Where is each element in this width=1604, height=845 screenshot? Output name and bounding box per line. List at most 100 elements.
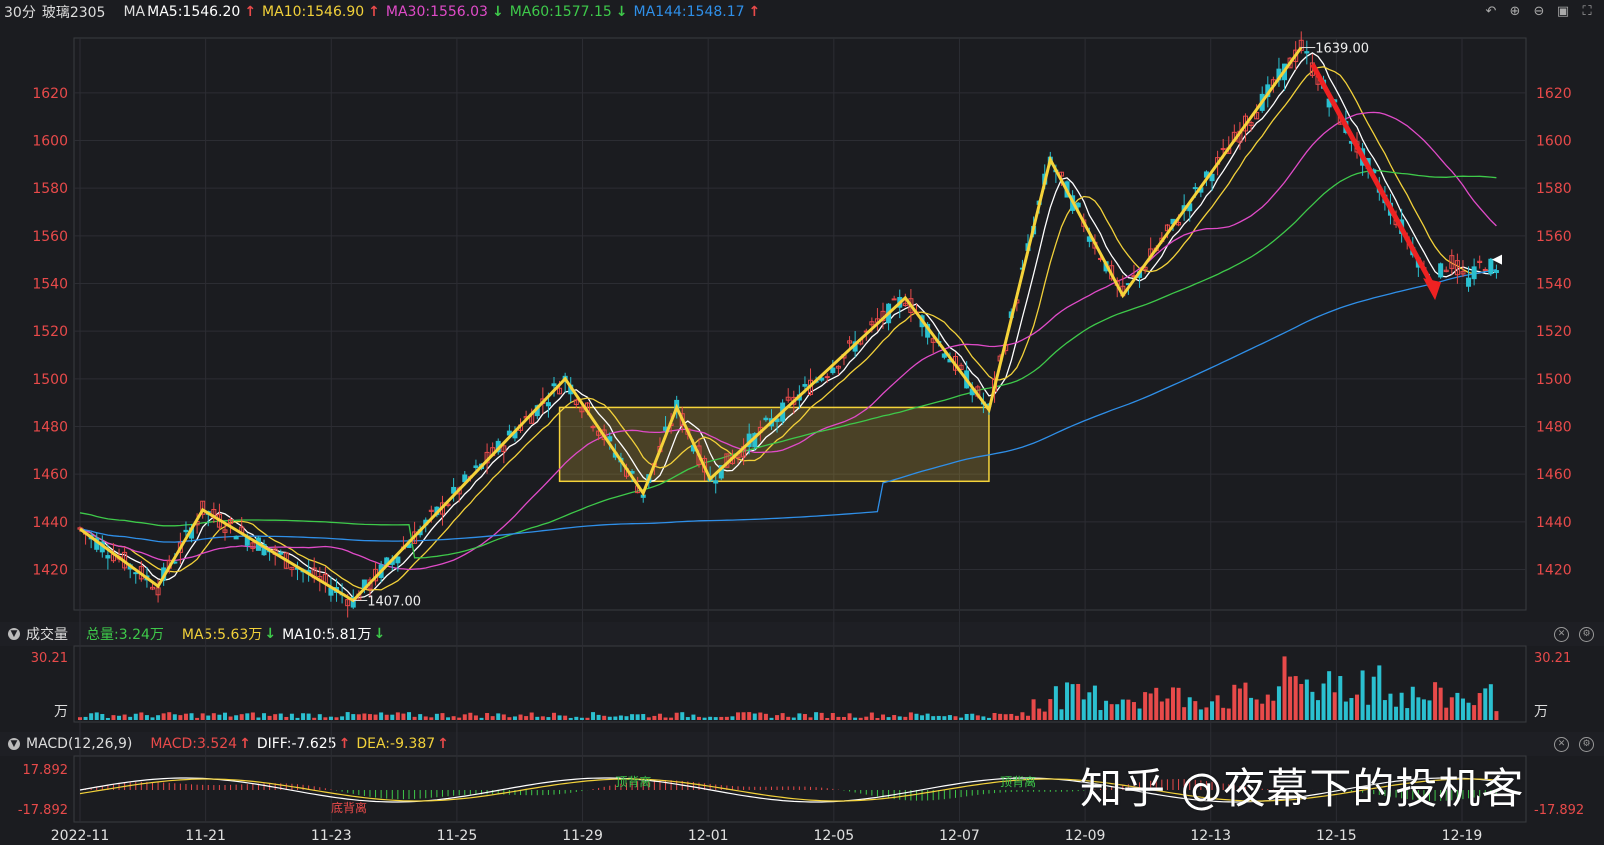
- period-label[interactable]: 30分: [4, 5, 36, 21]
- volume-bar: [1293, 676, 1298, 720]
- y-tick-label-right: 1580: [1536, 181, 1572, 197]
- y-tick-label-right: 1560: [1536, 229, 1572, 245]
- candle-body: [830, 367, 836, 374]
- ma-label: MA: [123, 4, 146, 20]
- volume-bar: [1460, 698, 1465, 720]
- candle-body: [250, 542, 256, 549]
- volume-bar: [512, 716, 517, 720]
- volume-bar: [674, 712, 679, 720]
- volume-bar: [1332, 692, 1337, 720]
- volume-bar: [696, 716, 701, 720]
- volume-bar: [998, 713, 1003, 720]
- y-tick-label-right: 1440: [1536, 515, 1572, 531]
- volume-bar: [886, 717, 891, 720]
- undo-icon[interactable]: ↶: [1485, 4, 1497, 19]
- volume-bar: [1053, 686, 1058, 720]
- ma144-line: [79, 268, 1497, 543]
- y-tick-label-right: 1500: [1536, 372, 1572, 388]
- volume-bar: [245, 713, 250, 720]
- volume-bar: [741, 712, 746, 720]
- volume-bar: [574, 716, 579, 720]
- x-tick-label: 11-29: [562, 828, 603, 844]
- candle-body: [573, 399, 579, 405]
- volume-bar: [841, 716, 846, 720]
- volume-bar: [312, 717, 317, 720]
- settings-volume-icon[interactable]: ⚙: [1579, 627, 1594, 642]
- volume-bar: [685, 717, 690, 720]
- volume-bar: [702, 717, 707, 720]
- volume-bar: [540, 716, 545, 720]
- candle-body: [551, 383, 557, 387]
- volume-unit-left: 万: [54, 704, 68, 720]
- layout-icon[interactable]: ▣: [1556, 4, 1570, 19]
- volume-bar: [736, 712, 741, 720]
- volume-bar: [869, 712, 874, 720]
- symbol-label[interactable]: 玻璃2305: [41, 5, 106, 21]
- expand-icon[interactable]: ⛶: [1582, 4, 1592, 19]
- volume-bar: [1221, 707, 1226, 720]
- volume-bar: [206, 715, 211, 720]
- candle-body: [590, 425, 596, 429]
- candle-body: [200, 500, 206, 515]
- y-tick-label-right: 1460: [1536, 467, 1572, 483]
- volume-bar: [875, 717, 880, 720]
- macd-arrow-icon: ↑: [239, 736, 251, 752]
- candle-body: [177, 542, 183, 553]
- candle-body: [345, 599, 351, 607]
- volume-bar: [1131, 702, 1136, 720]
- volume-bar: [105, 717, 110, 720]
- volume-ma10: MA10:5.81万: [282, 627, 372, 643]
- volume-bar: [708, 716, 713, 720]
- candle-body: [278, 552, 284, 555]
- volume-bar: [1304, 679, 1309, 720]
- volume-bar: [802, 714, 807, 720]
- volume-bar: [763, 713, 768, 720]
- candle-body: [1220, 148, 1226, 151]
- collapse-volume-icon[interactable]: ▼: [8, 628, 20, 640]
- zoom-in-icon[interactable]: ⊕: [1509, 4, 1521, 19]
- volume-bar: [1355, 694, 1360, 720]
- volume-bar: [814, 712, 819, 720]
- volume-bar: [1338, 676, 1343, 720]
- x-tick-label: 12-15: [1316, 828, 1357, 844]
- volume-bar: [156, 715, 161, 720]
- candle-body: [869, 321, 875, 326]
- volume-bar: [418, 714, 423, 720]
- volume-bar: [1154, 687, 1159, 720]
- close-volume-icon[interactable]: ✕: [1554, 627, 1569, 642]
- volume-bar: [1148, 693, 1153, 720]
- volume-bar: [1098, 710, 1103, 720]
- volume-bar: [496, 713, 501, 720]
- volume-bar: [362, 713, 367, 720]
- x-tick-label: 12-19: [1442, 828, 1483, 844]
- y-tick-label-left: 1520: [32, 324, 68, 340]
- x-tick-label: 11-25: [437, 828, 478, 844]
- volume-bar: [646, 717, 651, 720]
- volume-bar: [947, 715, 952, 720]
- zoom-out-icon[interactable]: ⊖: [1533, 4, 1545, 19]
- collapse-macd-icon[interactable]: ▼: [8, 738, 20, 750]
- volume-bar: [1042, 711, 1047, 720]
- volume-bar: [1483, 688, 1488, 720]
- x-tick-label: 2022-11: [51, 828, 110, 844]
- volume-bar: [1399, 692, 1404, 720]
- volume-bar: [1193, 701, 1198, 720]
- diff-arrow-icon: ↑: [338, 736, 351, 752]
- candle-body: [1449, 255, 1455, 269]
- volume-bar: [864, 716, 869, 720]
- close-macd-icon[interactable]: ✕: [1554, 737, 1569, 752]
- volume-bar: [775, 715, 780, 720]
- settings-macd-icon[interactable]: ⚙: [1579, 737, 1594, 752]
- volume-bar: [546, 717, 551, 720]
- volume-bar: [273, 714, 278, 720]
- volume-bar: [1159, 701, 1164, 720]
- candle-body: [1304, 51, 1310, 54]
- volume-bar: [412, 716, 417, 720]
- volume-bar: [451, 716, 456, 720]
- volume-bar: [94, 712, 99, 720]
- volume-bar: [100, 714, 105, 720]
- volume-bar: [769, 717, 774, 720]
- candle-body: [696, 445, 702, 466]
- volume-bar: [1310, 691, 1315, 720]
